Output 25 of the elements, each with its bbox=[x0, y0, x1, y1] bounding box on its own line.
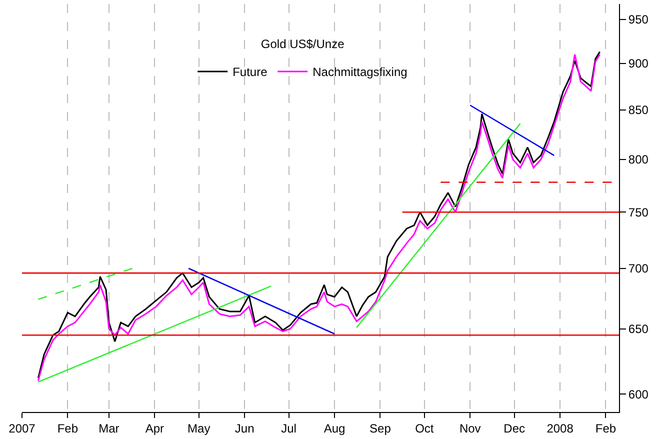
y-tick-label: 600 bbox=[628, 387, 649, 402]
x-tick-label: Feb bbox=[57, 421, 78, 436]
x-tick-label: 2007 bbox=[8, 421, 36, 436]
x-tick-label: Apr bbox=[145, 421, 164, 436]
x-tick-label: Mar bbox=[98, 421, 120, 436]
x-tick-label: 2008 bbox=[546, 421, 574, 436]
x-tick-label: Aug bbox=[324, 421, 346, 436]
legend-label: Future bbox=[232, 65, 268, 80]
y-tick-label: 750 bbox=[628, 205, 649, 220]
y-tick-label: 950 bbox=[628, 12, 649, 27]
y-tick-label: 800 bbox=[628, 152, 649, 167]
y-tick-label: 900 bbox=[628, 56, 649, 71]
x-tick-label: Feb bbox=[595, 421, 616, 436]
x-tick-label: Nov bbox=[459, 421, 481, 436]
text: Gold US$/Unze bbox=[260, 36, 345, 51]
legend-label: Nachmittagsfixing bbox=[312, 65, 408, 80]
y-tick-label: 850 bbox=[628, 103, 649, 118]
x-tick-label: Sep bbox=[370, 421, 392, 436]
y-tick-label: 700 bbox=[628, 262, 649, 276]
x-tick-label: Oct bbox=[415, 421, 434, 436]
y-tick-label: 650 bbox=[628, 322, 649, 336]
x-tick-label: Jun bbox=[234, 421, 254, 436]
x-tick-label: May bbox=[188, 421, 210, 436]
x-tick-label: Jul bbox=[281, 421, 296, 436]
x-tick-label: Dec bbox=[504, 421, 526, 436]
